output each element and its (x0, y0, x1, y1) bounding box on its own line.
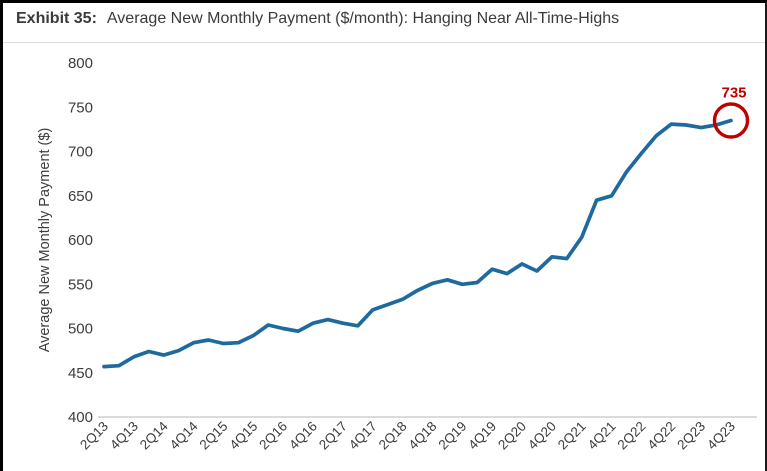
x-tick-label: 4Q18 (406, 419, 440, 453)
x-tick-label: 4Q20 (525, 419, 559, 453)
x-tick-label: 2Q21 (555, 419, 589, 453)
y-axis-title: Average New Monthly Payment ($) (37, 128, 53, 353)
x-tick-label: 4Q13 (107, 419, 141, 453)
x-tick-label: 4Q22 (644, 419, 678, 453)
x-tick-label: 2Q20 (495, 419, 529, 453)
y-tick-label: 750 (68, 99, 93, 116)
y-tick-label: 450 (68, 365, 93, 382)
x-tick-label: 2Q22 (615, 419, 649, 453)
chart-title-text: Average New Monthly Payment ($/month): H… (106, 10, 620, 27)
y-tick-label: 400 (68, 409, 93, 426)
annotation-value-label: 735 (721, 85, 746, 102)
x-tick-label: 4Q14 (167, 418, 201, 452)
x-tick-label: 2Q17 (316, 419, 350, 453)
x-tick-label: 4Q15 (226, 419, 260, 453)
exhibit-number-label: Exhibit 35: (16, 10, 97, 27)
title-divider-line (3, 42, 765, 43)
x-tick-label: 4Q23 (704, 419, 738, 453)
x-tick-label: 4Q17 (346, 419, 380, 453)
x-tick-label: 2Q18 (376, 419, 410, 453)
y-tick-label: 600 (68, 232, 93, 249)
x-tick-label: 2Q16 (256, 419, 290, 453)
highlight-circle (712, 102, 750, 139)
payment-line-series (102, 118, 733, 369)
y-tick-label: 700 (68, 144, 93, 161)
y-tick-label: 800 (68, 55, 93, 72)
x-tick-label: 2Q19 (435, 419, 469, 453)
x-tick-label: 4Q21 (585, 419, 619, 453)
x-tick-label: 2Q23 (674, 419, 708, 453)
x-tick-label: 4Q19 (465, 419, 499, 453)
y-tick-label: 650 (68, 188, 93, 205)
y-tick-label: 500 (68, 321, 93, 338)
x-tick-label: 2Q14 (137, 418, 171, 452)
payment-line-chart: 4004505005506006507007508002Q134Q132Q144… (37, 55, 757, 453)
exhibit-title: Exhibit 35: Average New Monthly Payment (… (16, 10, 756, 28)
x-tick-label: 2Q15 (197, 419, 231, 453)
x-tick-label: 4Q16 (286, 419, 320, 453)
y-tick-label: 550 (68, 276, 93, 293)
